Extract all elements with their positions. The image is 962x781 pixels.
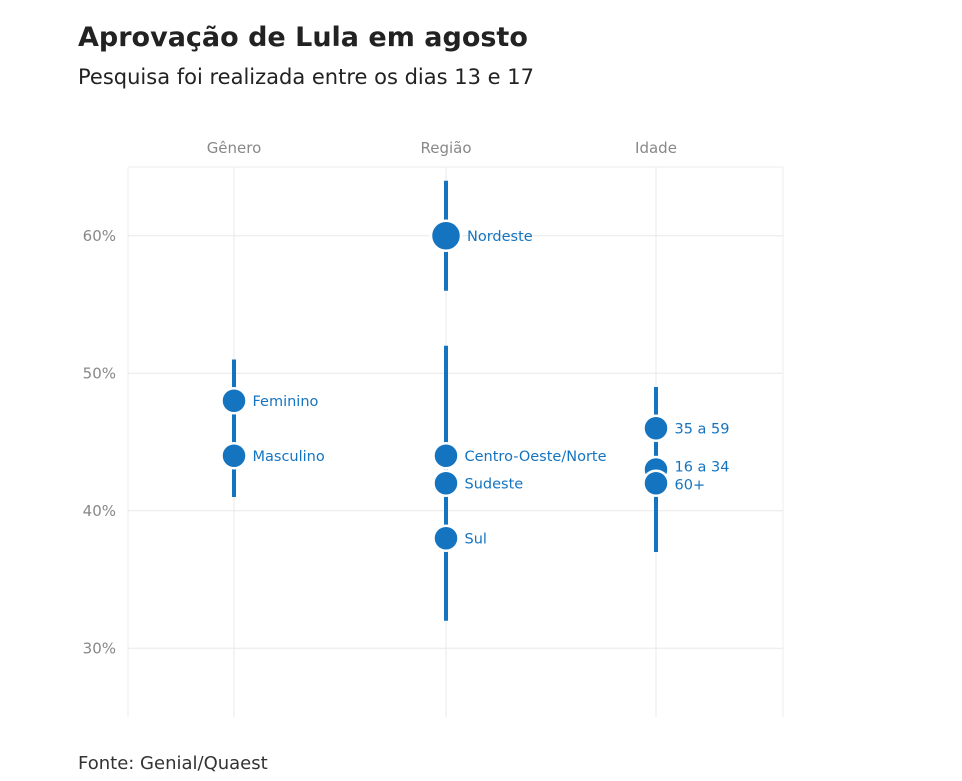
data-point xyxy=(429,219,463,252)
data-label: 35 a 59 xyxy=(675,421,730,437)
x-category-label: Idade xyxy=(635,139,677,157)
y-tick-label: 50% xyxy=(83,364,116,382)
data-label: 16 a 34 xyxy=(675,460,730,476)
chart-subtitle: Pesquisa foi realizada entre os dias 13 … xyxy=(78,65,534,89)
data-point xyxy=(220,387,248,415)
data-label: Centro-Oeste/Norte xyxy=(465,449,607,465)
source-note: Fonte: Genial/Quaest xyxy=(78,753,268,774)
data-point xyxy=(642,414,670,442)
data-label: Masculino xyxy=(253,449,325,465)
data-label: Sudeste xyxy=(465,476,524,492)
y-tick-label: 40% xyxy=(83,502,116,520)
data-point xyxy=(432,442,460,470)
chart-title: Aprovação de Lula em agosto xyxy=(78,22,528,53)
data-point xyxy=(642,469,670,497)
data-label: Nordeste xyxy=(467,229,533,245)
data-point xyxy=(432,524,460,552)
x-category-label: Região xyxy=(420,139,471,157)
data-label: 60+ xyxy=(675,477,706,493)
data-label: Feminino xyxy=(253,394,319,410)
y-tick-label: 60% xyxy=(83,227,116,245)
data-label: Sul xyxy=(465,531,487,547)
data-point xyxy=(432,469,460,497)
x-category-label: Gênero xyxy=(207,139,262,157)
data-point xyxy=(220,442,248,470)
y-tick-label: 30% xyxy=(83,639,116,657)
